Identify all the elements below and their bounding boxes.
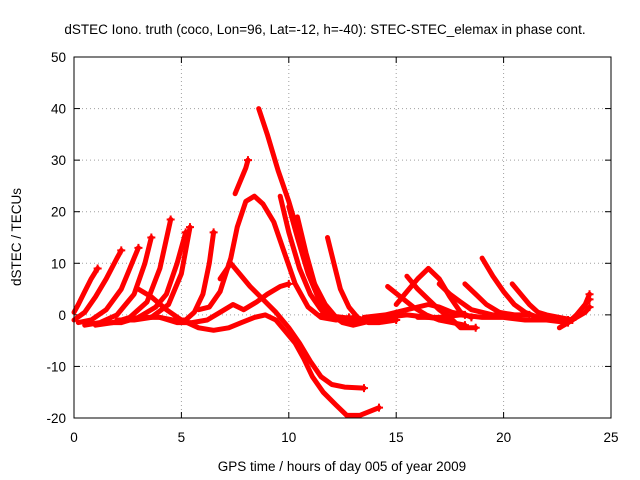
x-tick-label: 20 [496, 430, 511, 445]
series-line-23 [361, 302, 468, 320]
series-end-marker [243, 156, 252, 165]
series-end-marker [185, 223, 194, 232]
series-line-6 [103, 229, 189, 326]
plot-frame [73, 56, 612, 419]
series-line-21 [393, 265, 474, 320]
y-tick-label: 0 [58, 308, 66, 323]
series-end-marker [93, 264, 102, 273]
series-end-marker [375, 403, 384, 412]
series-line-2 [71, 247, 124, 323]
series-line-10 [140, 281, 292, 326]
y-tick-label: 20 [51, 205, 66, 220]
series-end-marker [585, 303, 594, 312]
x-tick-label: 0 [70, 430, 78, 445]
series-line-7 [114, 224, 193, 323]
series-end-marker [166, 215, 175, 224]
chart-title: dSTEC Iono. truth (coco, Lon=96, Lat=-12… [64, 22, 585, 37]
series-line-25 [462, 281, 532, 318]
series-line-11 [217, 260, 367, 391]
y-tick-label: 10 [51, 256, 66, 271]
series-line-3 [75, 245, 141, 326]
y-tick-label: 30 [51, 153, 66, 168]
series-end-marker [147, 233, 156, 242]
grid-lines [74, 57, 611, 418]
y-axis-label: dSTEC / TECUs [9, 188, 24, 286]
series-end-marker [585, 295, 594, 304]
x-axis-label: GPS time / hours of day 005 of year 2009 [218, 459, 466, 474]
series-line-31 [565, 304, 592, 326]
series-line-27 [509, 281, 575, 323]
y-tick-label: 50 [51, 50, 66, 65]
y-tick-label: 40 [51, 102, 66, 117]
series-line-18 [325, 235, 399, 326]
series-line-13 [232, 157, 251, 197]
series-end-marker [117, 246, 126, 255]
x-tick-label: 10 [281, 430, 296, 445]
x-tick-label: 5 [178, 430, 186, 445]
series-line-12 [196, 193, 352, 323]
x-tick-label: 25 [603, 430, 618, 445]
series-end-marker [359, 384, 368, 393]
y-tick-label: -10 [46, 359, 66, 374]
series-line-1 [71, 265, 101, 315]
y-tick-label: -20 [46, 411, 66, 426]
series-end-marker [471, 323, 480, 332]
series-group [71, 106, 594, 418]
series-end-marker [209, 228, 218, 237]
series-end-marker [284, 279, 293, 288]
x-tick-label: 15 [389, 430, 404, 445]
series-line-28 [415, 312, 571, 326]
series-end-marker [134, 243, 143, 252]
